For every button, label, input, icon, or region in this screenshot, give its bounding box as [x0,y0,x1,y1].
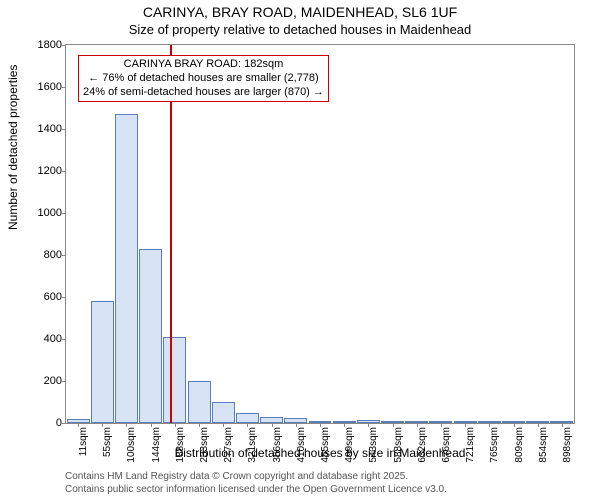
histogram-bar [212,402,235,423]
histogram-bar [139,249,162,423]
histogram-bar [188,381,211,423]
histogram-bar [91,301,114,423]
y-tick-mark [62,297,66,298]
histogram-bar [163,337,186,423]
chart-container: CARINYA, BRAY ROAD, MAIDENHEAD, SL6 1UF … [0,0,600,500]
chart-title-line1: CARINYA, BRAY ROAD, MAIDENHEAD, SL6 1UF [0,4,600,20]
y-tick-mark [62,213,66,214]
callout-line3: 24% of semi-detached houses are larger (… [83,86,324,100]
plot-area: 02004006008001000120014001600180011sqm55… [65,44,575,424]
y-tick-mark [62,381,66,382]
x-axis-label: Distribution of detached houses by size … [65,446,575,460]
y-tick-mark [62,423,66,424]
chart-footer: Contains HM Land Registry data © Crown c… [65,471,575,496]
y-tick-mark [62,129,66,130]
callout-line1: CARINYA BRAY ROAD: 182sqm [83,58,324,72]
y-tick-mark [62,87,66,88]
histogram-bar [115,114,138,423]
footer-line2: Contains public sector information licen… [65,484,575,497]
footer-line1: Contains HM Land Registry data © Crown c… [65,471,575,484]
histogram-bar [236,413,259,424]
y-axis-label: Number of detached properties [6,65,20,230]
chart-title-line2: Size of property relative to detached ho… [0,22,600,37]
callout-line2: ← 76% of detached houses are smaller (2,… [83,72,324,86]
y-tick-mark [62,45,66,46]
y-tick-mark [62,171,66,172]
y-tick-mark [62,339,66,340]
y-tick-mark [62,255,66,256]
marker-callout: CARINYA BRAY ROAD: 182sqm← 76% of detach… [78,55,329,102]
